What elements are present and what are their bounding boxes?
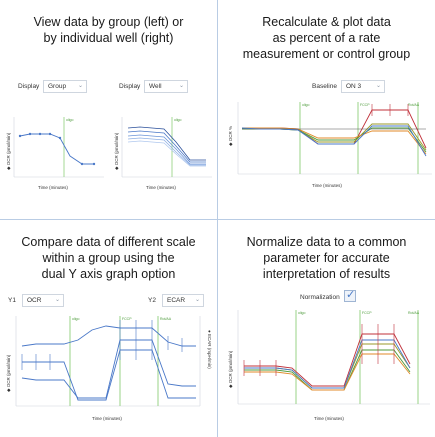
- injection-label-fccp: FCCP: [122, 317, 132, 321]
- injection-label-oligo: oligo: [302, 103, 309, 107]
- checkmark-icon: ✓: [346, 289, 356, 301]
- y-axis-label: ◆ OCR (pmol/min): [114, 132, 119, 170]
- y1-label: Y1: [8, 297, 16, 304]
- injection-label: oligo: [66, 118, 73, 122]
- display-dropdown-left-value: Group: [48, 83, 67, 90]
- baseline-dropdown-value: ON 3: [346, 83, 362, 90]
- chevron-down-icon: ⌄: [54, 297, 60, 303]
- y2-dropdown[interactable]: ECAR ⌄: [162, 294, 204, 307]
- panel-title-line2: within a group using the: [42, 251, 175, 265]
- ocr-chart-by-group: oligo ◆ OCR (pmol/min) Time (minutes): [6, 117, 104, 190]
- panel-title-line3: dual Y axis graph option: [41, 267, 176, 281]
- x-axis-label: Time (minutes): [312, 183, 342, 188]
- y2-label: Y2: [148, 297, 156, 304]
- display-label-left: Display: [18, 83, 40, 90]
- y-axis-label: ◆ OCR (pmol/min): [228, 350, 233, 388]
- panel-title-line2: as percent of a rate: [272, 31, 381, 45]
- y-axis-label: ◆ OCR (pmol/min): [6, 132, 11, 170]
- y2-dropdown-value: ECAR: [167, 297, 186, 304]
- injection-label-rotaa: Rot/AA: [160, 317, 172, 321]
- panel-title-line3: interpretation of results: [262, 267, 391, 281]
- y1-dropdown-value: OCR: [27, 297, 42, 304]
- panel-group-vs-well: View data by group (left) or by individu…: [0, 0, 217, 219]
- x-axis-label: Time (minutes): [38, 185, 68, 190]
- panel-title-line1: View data by group (left) or: [33, 15, 184, 29]
- chevron-down-icon: ⌄: [77, 83, 83, 89]
- baseline-label: Baseline: [312, 83, 337, 90]
- horizontal-divider: [0, 219, 435, 220]
- x-axis-label: Time (minutes): [314, 416, 344, 421]
- panel-title-line1: Normalize data to a common: [246, 235, 407, 249]
- injection-label-fccp: FCCP: [362, 311, 372, 315]
- injection-label-rotaa: Rot/AA: [408, 103, 420, 107]
- ocr-chart-by-well: oligo ◆ OCR (pmol/min) Time (minutes): [114, 117, 212, 190]
- panel-title-line3: measurement or control group: [242, 47, 411, 61]
- x-axis-label: Time (minutes): [146, 185, 176, 190]
- panel-normalize: Normalize data to a common parameter for…: [218, 220, 435, 437]
- panel-title-line2: parameter for accurate: [263, 251, 390, 265]
- chevron-down-icon: ⌄: [194, 297, 200, 303]
- display-dropdown-left[interactable]: Group ⌄: [43, 80, 87, 93]
- panel-dual-y-axis: Compare data of different scale within a…: [0, 220, 217, 437]
- injection-label-rotaa: Rot/AA: [408, 311, 420, 315]
- display-dropdown-right-value: Well: [149, 83, 162, 90]
- injection-label: oligo: [174, 118, 181, 122]
- vertical-divider: [217, 0, 218, 437]
- panel-percent-baseline: Recalculate & plot data as percent of a …: [218, 0, 435, 219]
- y-axis-label: ◆ OCR %: [228, 126, 233, 146]
- injection-label-oligo: oligo: [298, 311, 305, 315]
- chevron-down-icon: ⌄: [178, 83, 184, 89]
- panel-title-line2: by individual well (right): [43, 31, 174, 45]
- injection-label-oligo: oligo: [72, 317, 79, 321]
- y1-axis-label: ◆ OCR (pmol/min): [6, 354, 11, 392]
- panel-title-line1: Recalculate & plot data: [262, 15, 391, 29]
- dual-axis-chart: oligo FCCP Rot/AA ◆ OCR (pmol/min) ● ECA…: [6, 316, 212, 421]
- normalized-ocr-chart: oligo FCCP Rot/AA ◆ OCR (pmol/min) Time …: [228, 310, 430, 421]
- normalization-label: Normalization: [300, 294, 340, 301]
- y1-dropdown[interactable]: OCR ⌄: [22, 294, 64, 307]
- panel-title-line1: Compare data of different scale: [21, 235, 196, 249]
- baseline-dropdown[interactable]: ON 3 ⌄: [341, 80, 385, 93]
- display-dropdown-right[interactable]: Well ⌄: [144, 80, 188, 93]
- y2-axis-label: ● ECAR (mpH/min): [207, 330, 212, 369]
- x-axis-label: Time (minutes): [92, 416, 122, 421]
- display-label-right: Display: [119, 83, 141, 90]
- normalization-checkbox[interactable]: ✓: [344, 289, 356, 302]
- ocr-percent-chart: oligo FCCP Rot/AA ◆ OCR % Time (minutes): [228, 102, 432, 188]
- injection-label-fccp: FCCP: [360, 103, 370, 107]
- chevron-down-icon: ⌄: [375, 83, 381, 89]
